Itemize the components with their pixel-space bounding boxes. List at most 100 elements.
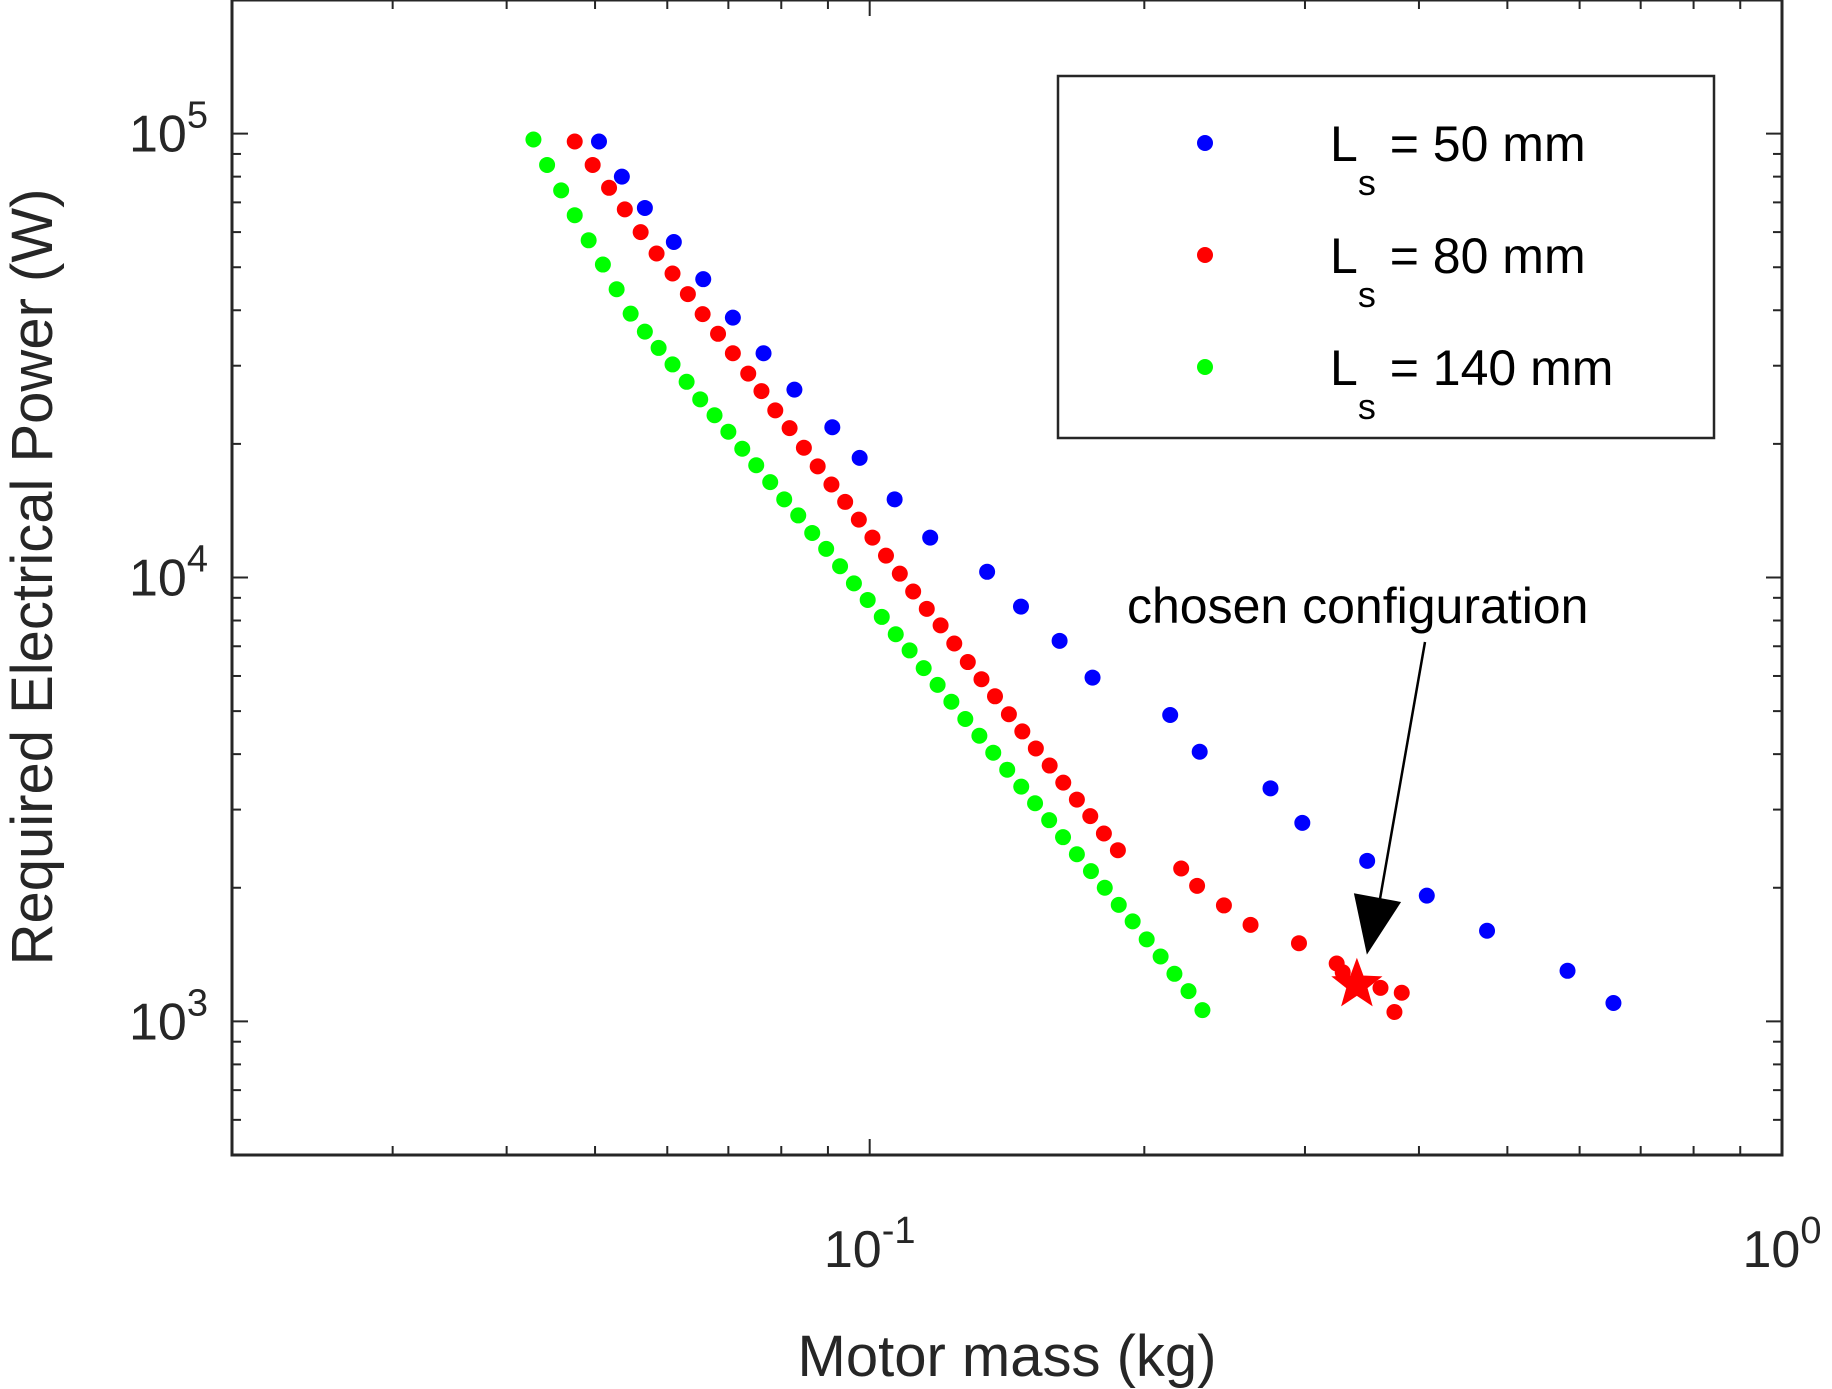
series-1-point — [986, 688, 1003, 705]
series-2-point — [873, 608, 890, 625]
series-2-point — [790, 507, 807, 524]
series-1-point — [1055, 774, 1072, 791]
series-2-point — [1027, 795, 1044, 812]
series-1-point — [767, 402, 784, 419]
series-0-point — [1162, 707, 1179, 724]
series-2-point — [929, 676, 946, 693]
chosen-configuration-star — [1331, 957, 1383, 1007]
series-1-point — [664, 265, 681, 282]
series-2-point — [999, 761, 1016, 778]
series-2-point — [1166, 965, 1183, 982]
series-2-point — [1013, 778, 1030, 795]
legend-box — [1056, 74, 1716, 440]
legend-entry-2: Ls = 140 mm — [1330, 340, 1613, 427]
series-1-point — [891, 565, 908, 582]
series-2-point — [1055, 829, 1072, 846]
annotation-arrow-head — [1353, 893, 1402, 955]
legend-entry-1: Ls = 80 mm — [1330, 228, 1586, 315]
series-2-point — [804, 524, 821, 541]
series-1-point — [1393, 984, 1410, 1001]
series-2-point — [1082, 863, 1099, 880]
legend-marker-1 — [1197, 247, 1213, 263]
series-0-point — [1294, 814, 1311, 831]
series-1-point — [679, 286, 696, 303]
series-2-point — [1194, 1002, 1211, 1019]
x-tick-label: 100 — [1743, 1210, 1822, 1279]
y-tick-label: 103 — [129, 982, 208, 1051]
series-2-point — [1096, 879, 1113, 896]
series-1-point — [648, 245, 665, 262]
series-2-point — [845, 575, 862, 592]
series-2-point — [1180, 983, 1197, 1000]
y-tick-label: 104 — [129, 539, 208, 608]
series-2-point — [678, 373, 695, 390]
series-1-point — [1041, 757, 1058, 774]
y-axis-title: Required Electrical Power (W) — [0, 189, 65, 966]
series-2-point — [734, 440, 751, 457]
series-2-point — [832, 558, 849, 575]
series-1-point — [1000, 706, 1017, 723]
series-0-point — [1262, 780, 1279, 797]
series-1-point — [1014, 723, 1031, 740]
series-0-point — [590, 133, 607, 150]
series-2-point — [580, 232, 597, 249]
series-1-point — [694, 306, 711, 323]
series-1-point — [1189, 877, 1206, 894]
data-points — [525, 131, 1622, 1020]
series-1-point — [959, 654, 976, 671]
series-0-point — [1051, 632, 1068, 649]
series-0-point — [824, 419, 841, 436]
series-2-point — [887, 626, 904, 643]
series-1-point — [1173, 860, 1190, 877]
series-0-point — [636, 199, 653, 216]
series-1-point — [1027, 740, 1044, 757]
series-2-point — [1110, 896, 1127, 913]
x-axis-title: Motor mass (kg) — [798, 1324, 1217, 1389]
series-1-point — [918, 600, 935, 617]
series-2-point — [748, 457, 765, 474]
series-0-point — [613, 168, 630, 185]
series-2-point — [566, 207, 583, 224]
series-2-point — [706, 407, 723, 424]
series-2-point — [1138, 931, 1155, 948]
series-2-point — [859, 591, 876, 608]
series-2-point — [553, 182, 570, 199]
series-2-point — [608, 281, 625, 298]
annotation: chosen configuration — [1127, 578, 1588, 1007]
series-2-point — [622, 305, 639, 322]
series-1-point — [1082, 808, 1099, 825]
series-2-point — [594, 256, 611, 273]
series-2-point — [943, 693, 960, 710]
series-1-point — [905, 583, 922, 600]
series-2-point — [1041, 812, 1058, 829]
series-1-point — [1290, 935, 1307, 952]
series-1-point — [864, 529, 881, 546]
series-1-point — [946, 635, 963, 652]
series-2-point — [957, 710, 974, 727]
series-2-point — [720, 423, 737, 440]
series-2-point — [776, 491, 793, 508]
series-1-point — [877, 547, 894, 564]
series-1-point — [632, 224, 649, 241]
series-0-point — [1191, 743, 1208, 760]
series-2-point — [818, 540, 835, 557]
series-0-point — [1479, 922, 1496, 939]
legend-marker-2 — [1197, 359, 1213, 375]
series-1-point — [795, 439, 812, 456]
series-2-point — [539, 156, 556, 173]
series-0-point — [1559, 962, 1576, 979]
series-2-point — [525, 131, 542, 148]
tick-labels: 10-1 100 103 104 105 — [129, 95, 1821, 1279]
x-tick-label: 10-1 — [824, 1210, 916, 1279]
annotation-label: chosen configuration — [1127, 578, 1588, 634]
series-2-point — [901, 642, 918, 659]
series-2-point — [971, 727, 988, 744]
series-1-point — [584, 156, 601, 173]
series-2-point — [650, 339, 667, 356]
series-0-point — [1084, 669, 1101, 686]
series-1-point — [740, 365, 757, 382]
series-0-point — [851, 449, 868, 466]
series-1-point — [1109, 842, 1126, 859]
series-1-point — [1068, 791, 1085, 808]
